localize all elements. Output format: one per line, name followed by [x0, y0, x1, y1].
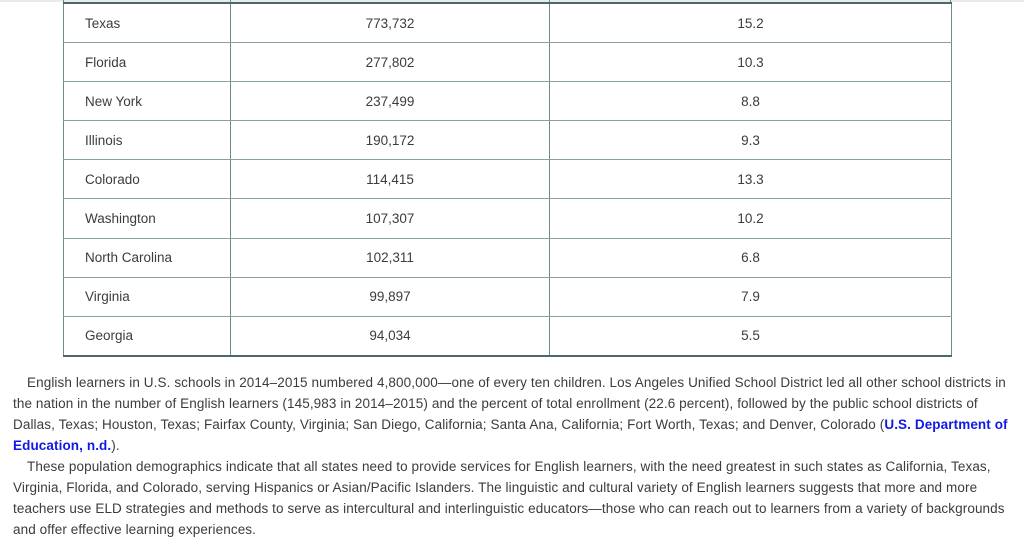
text-line: Virginia, Florida, and Colorado, serving…	[13, 477, 1018, 498]
state-cell: Illinois	[63, 120, 231, 161]
table-row: Florida 277,802 10.3	[63, 42, 952, 83]
number-cell: 190,172	[230, 120, 550, 161]
table-row: New York 237,499 8.8	[63, 81, 952, 122]
text-segment: Virginia, Florida, and Colorado, serving…	[13, 480, 978, 495]
state-cell: Colorado	[63, 159, 231, 200]
table-column-border	[549, 0, 550, 2]
state-cell: Georgia	[63, 316, 231, 357]
paragraph: These population demographics indicate t…	[13, 456, 1018, 537]
text-line: English learners in U.S. schools in 2014…	[13, 372, 1018, 393]
text-segment: English learners in U.S. schools in 2014…	[27, 375, 1006, 390]
paragraph: English learners in U.S. schools in 2014…	[13, 372, 1018, 456]
state-cell: Washington	[63, 198, 231, 239]
state-cell: Texas	[63, 3, 231, 44]
text-segment: the nation in the number of English lear…	[13, 396, 978, 411]
percent-cell: 10.2	[549, 198, 952, 239]
table-row: Virginia 99,897 7.9	[63, 277, 952, 317]
percent-cell: 15.2	[549, 3, 952, 44]
table-cut-row-sliver	[63, 0, 951, 2]
number-cell: 102,311	[230, 238, 550, 278]
text-line: the nation in the number of English lear…	[13, 393, 1018, 414]
table-row: Washington 107,307 10.2	[63, 198, 952, 239]
source-link[interactable]: U.S. Department of	[884, 417, 1008, 432]
number-cell: 99,897	[230, 277, 550, 317]
state-cell: Virginia	[63, 277, 231, 317]
text-segment: and offer effective learning experiences…	[13, 522, 257, 537]
table-row: Georgia 94,034 5.5	[63, 316, 952, 357]
number-cell: 94,034	[230, 316, 550, 357]
text-line: These population demographics indicate t…	[13, 456, 1018, 477]
state-cell: North Carolina	[63, 238, 231, 278]
text-segment: teachers use ELD strategies and methods …	[13, 501, 1005, 516]
number-cell: 237,499	[230, 81, 550, 122]
percent-cell: 8.8	[549, 81, 952, 122]
table-row: Illinois 190,172 9.3	[63, 120, 952, 161]
text-line: and offer effective learning experiences…	[13, 519, 1018, 537]
percent-cell: 6.8	[549, 238, 952, 278]
source-link[interactable]: Education, n.d.	[13, 438, 112, 453]
text-line: Dallas, Texas; Houston, Texas; Fairfax C…	[13, 414, 1018, 435]
percent-cell: 5.5	[549, 316, 952, 357]
table-left-border	[63, 0, 64, 2]
text-line: teachers use ELD strategies and methods …	[13, 498, 1018, 519]
table-row: Colorado 114,415 13.3	[63, 159, 952, 200]
number-cell: 277,802	[230, 42, 550, 83]
text-line: Education, n.d.).	[13, 435, 1018, 456]
percent-cell: 9.3	[549, 120, 952, 161]
text-segment: These population demographics indicate t…	[27, 459, 991, 474]
table-row: Texas 773,732 15.2	[63, 3, 952, 44]
percent-cell: 7.9	[549, 277, 952, 317]
state-cell: Florida	[63, 42, 231, 83]
number-cell: 773,732	[230, 3, 550, 44]
table-row: North Carolina 102,311 6.8	[63, 238, 952, 278]
percent-cell: 13.3	[549, 159, 952, 200]
state-cell: New York	[63, 81, 231, 122]
number-cell: 114,415	[230, 159, 550, 200]
text-segment: Dallas, Texas; Houston, Texas; Fairfax C…	[13, 417, 885, 432]
table-right-border	[950, 0, 951, 2]
english-learners-by-state-table: Texas 773,732 15.2 Florida 277,802 10.3 New Yo…	[63, 2, 952, 357]
percent-cell: 10.3	[549, 42, 952, 83]
body-text: English learners in U.S. schools in 2014…	[13, 372, 1018, 537]
number-cell: 107,307	[230, 198, 550, 239]
top-divider	[0, 0, 1024, 2]
table-column-border	[230, 0, 231, 2]
text-segment: ).	[111, 438, 120, 453]
